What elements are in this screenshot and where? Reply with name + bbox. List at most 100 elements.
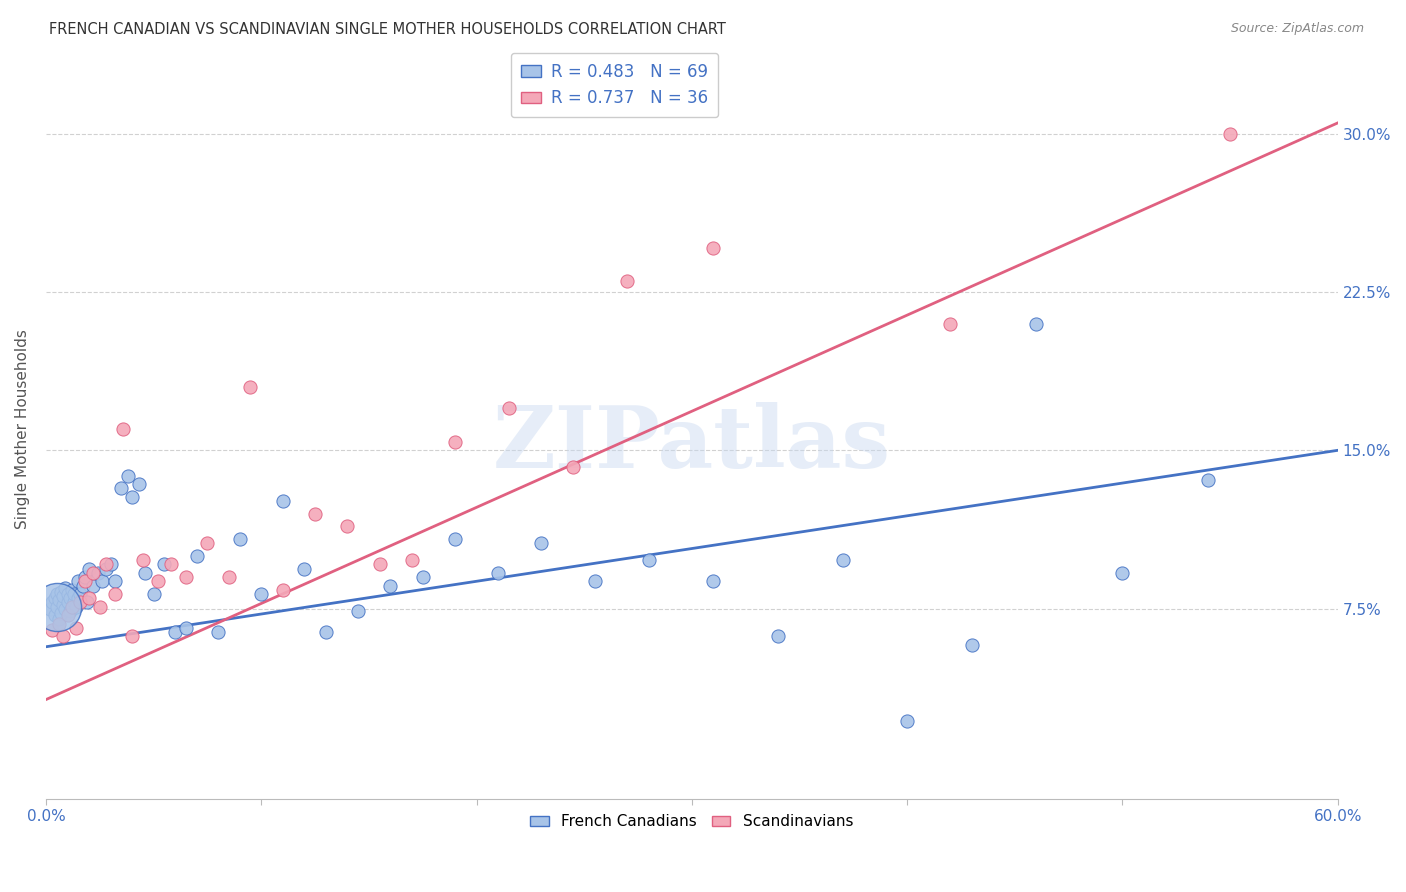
Point — [104, 587, 127, 601]
Y-axis label: Single Mother Households: Single Mother Households — [15, 329, 30, 529]
Point — [315, 624, 337, 639]
Text: ZIPatlas: ZIPatlas — [494, 402, 891, 486]
Point — [530, 536, 553, 550]
Point — [250, 587, 273, 601]
Point — [197, 536, 219, 550]
Point — [104, 574, 127, 589]
Point — [896, 714, 918, 728]
Text: FRENCH CANADIAN VS SCANDINAVIAN SINGLE MOTHER HOUSEHOLDS CORRELATION CHART: FRENCH CANADIAN VS SCANDINAVIAN SINGLE M… — [49, 22, 725, 37]
Point — [292, 561, 315, 575]
Point — [110, 481, 132, 495]
Point — [53, 601, 76, 615]
Point — [165, 624, 187, 639]
Point — [45, 599, 67, 614]
Point — [401, 553, 423, 567]
Point — [60, 582, 83, 597]
Point — [498, 401, 520, 416]
Point — [347, 604, 370, 618]
Point — [960, 638, 983, 652]
Point — [271, 494, 294, 508]
Point — [59, 591, 82, 606]
Point — [91, 574, 114, 589]
Point — [271, 582, 294, 597]
Point — [160, 558, 183, 572]
Point — [67, 574, 90, 589]
Point — [186, 549, 208, 563]
Point — [44, 591, 66, 606]
Point — [583, 574, 606, 589]
Point — [67, 591, 90, 606]
Point — [39, 601, 62, 615]
Point — [63, 595, 86, 609]
Point — [146, 574, 169, 589]
Point — [72, 578, 94, 592]
Point — [82, 566, 104, 580]
Point — [562, 460, 585, 475]
Point — [65, 599, 87, 614]
Point — [174, 621, 197, 635]
Point — [48, 616, 70, 631]
Point — [702, 241, 724, 255]
Point — [142, 587, 165, 601]
Point — [77, 591, 100, 606]
Point — [52, 589, 75, 603]
Point — [412, 570, 434, 584]
Point — [112, 422, 135, 436]
Point — [1025, 317, 1047, 331]
Point — [228, 532, 250, 546]
Point — [49, 585, 72, 599]
Point — [1219, 127, 1241, 141]
Point — [52, 598, 75, 612]
Point — [96, 561, 118, 575]
Point — [486, 566, 509, 580]
Point — [82, 578, 104, 592]
Point — [56, 608, 79, 623]
Point — [52, 629, 75, 643]
Point — [53, 581, 76, 595]
Point — [128, 477, 150, 491]
Point — [336, 519, 359, 533]
Point — [766, 629, 789, 643]
Point — [48, 612, 70, 626]
Point — [134, 566, 156, 580]
Point — [1198, 473, 1220, 487]
Point — [380, 578, 402, 592]
Point — [60, 599, 83, 614]
Text: Source: ZipAtlas.com: Source: ZipAtlas.com — [1230, 22, 1364, 36]
Point — [59, 604, 82, 618]
Point — [616, 274, 638, 288]
Point — [702, 574, 724, 589]
Point — [76, 595, 98, 609]
Point — [831, 553, 853, 567]
Point — [637, 553, 659, 567]
Point — [56, 587, 79, 601]
Point — [207, 624, 229, 639]
Point — [117, 468, 139, 483]
Point — [69, 595, 91, 609]
Point — [239, 380, 262, 394]
Point — [48, 593, 70, 607]
Legend: French Canadians, Scandinavians: French Canadians, Scandinavians — [524, 808, 859, 836]
Point — [444, 532, 467, 546]
Point — [368, 558, 391, 572]
Point — [89, 599, 111, 614]
Point — [218, 570, 240, 584]
Point — [121, 629, 143, 643]
Point — [41, 623, 63, 637]
Point — [96, 558, 118, 572]
Point — [444, 434, 467, 449]
Point — [77, 561, 100, 575]
Point — [939, 317, 962, 331]
Point — [41, 595, 63, 609]
Point — [132, 553, 155, 567]
Point — [60, 599, 83, 614]
Point — [45, 599, 67, 614]
Point — [73, 570, 96, 584]
Point — [44, 608, 66, 623]
Point — [63, 587, 86, 601]
Point — [174, 570, 197, 584]
Point — [1111, 566, 1133, 580]
Point — [73, 574, 96, 589]
Point — [153, 558, 176, 572]
Point — [69, 587, 91, 601]
